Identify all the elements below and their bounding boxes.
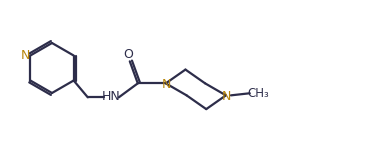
Text: N: N xyxy=(162,78,171,91)
Text: N: N xyxy=(21,49,30,62)
Text: CH₃: CH₃ xyxy=(247,87,269,100)
Text: N: N xyxy=(222,90,232,103)
Text: HN: HN xyxy=(101,90,120,103)
Text: O: O xyxy=(123,48,133,61)
